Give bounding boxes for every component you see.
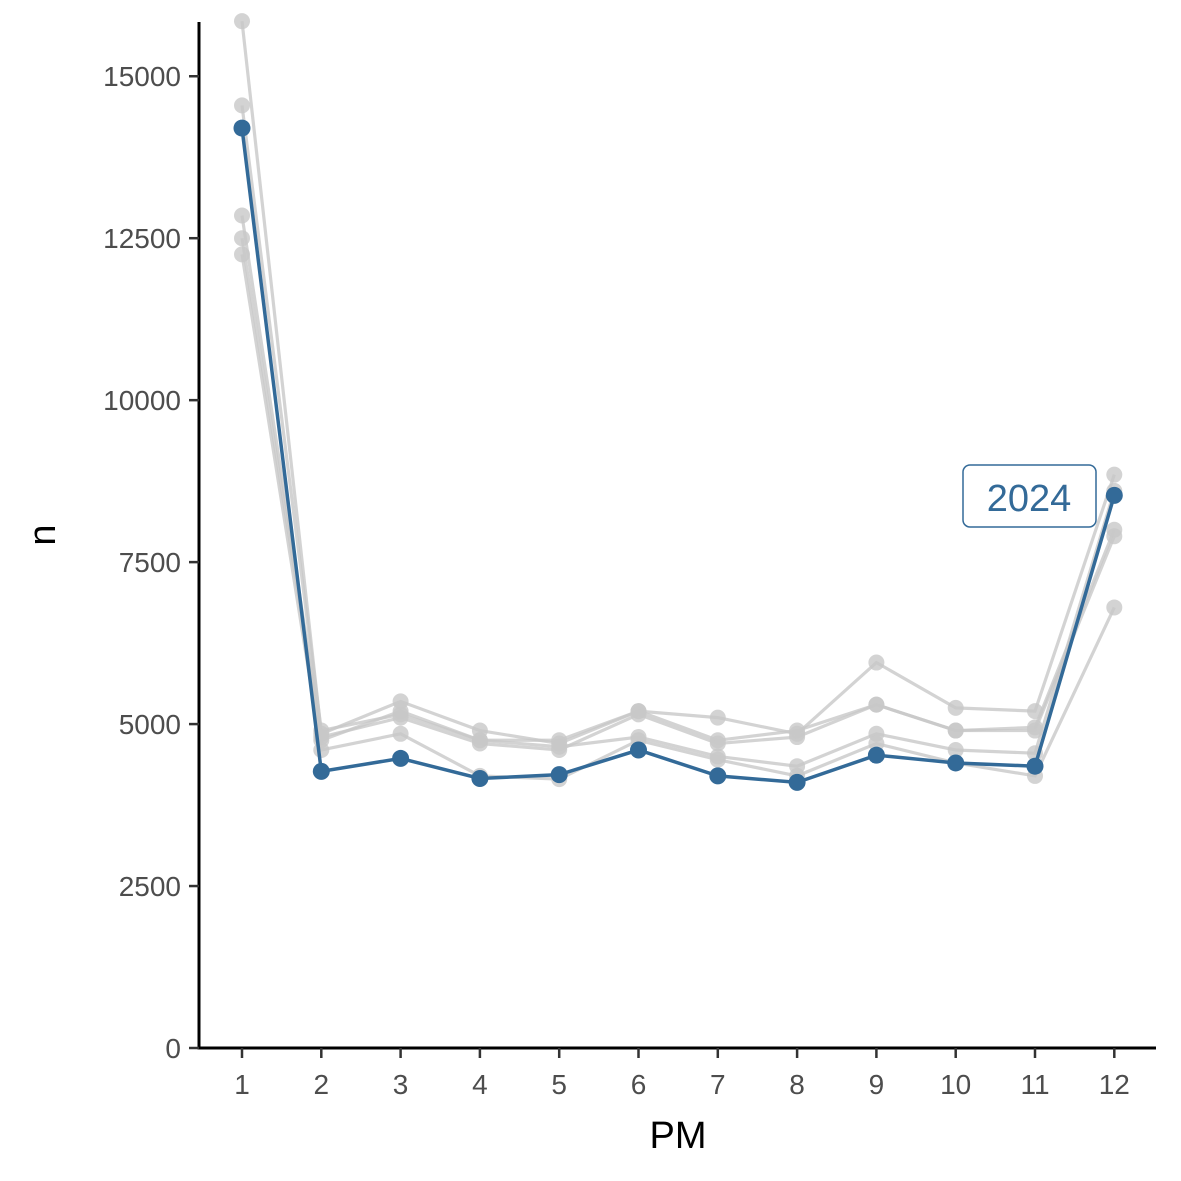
highlight-series-point-3 [392,749,410,767]
x-tick-label-2: 2 [314,1069,330,1100]
background-series-4-point-5 [551,738,568,755]
background-series-line-1 [240,20,1116,746]
series-label-text: 2024 [987,478,1072,520]
highlight-series-point-12 [1105,486,1123,504]
x-tick-label-4: 4 [472,1069,488,1100]
x-tick-label-5: 5 [551,1069,567,1100]
background-series-line-2 [240,105,1116,742]
highlight-series-group [233,119,1123,791]
y-tick-label-6: 12500 [103,223,181,254]
y-tick-label-2: 2500 [119,871,181,902]
background-series-3-point-1 [234,207,250,224]
background-series-5-point-7 [709,751,726,768]
y-tick-label-3: 5000 [119,709,181,740]
highlight-series-point-7 [709,767,727,785]
background-series-1-point-7 [709,709,726,726]
background-series-5-point-2 [313,741,330,758]
background-series-3-point-8 [789,729,806,746]
background-series-1-point-10 [947,699,964,716]
background-series-3-point-6 [630,706,647,723]
series-label-2024: 2024 [962,464,1097,528]
x-axis-title: PM [650,1115,707,1157]
background-series-5-point-9 [868,735,885,752]
highlight-series-point-9 [867,746,885,764]
x-tick-label-9: 9 [869,1069,885,1100]
x-ticks-group: 1 2 3 4 5 6 7 8 9 10 11 12 [234,1048,1130,1100]
series-label-box [962,464,1097,528]
highlight-series-point-11 [1026,757,1044,775]
background-series-3-point-10 [947,722,964,739]
x-tick-label-12: 12 [1099,1069,1130,1100]
background-series-5-point-3 [392,725,409,742]
axes-group [197,22,1156,1050]
x-tick-label-6: 6 [631,1069,647,1100]
background-series-3-point-7 [709,735,726,752]
x-tick-label-3: 3 [393,1069,409,1100]
highlight-series-point-6 [630,741,647,759]
background-series-3-point-12 [1106,528,1123,545]
background-series-2-point-1 [234,97,250,114]
background-series-4-point-4 [471,732,488,749]
background-series-group [234,13,1123,788]
highlight-series-point-5 [550,766,568,784]
y-axis-title: n [22,524,64,545]
background-series-4-point-10 [947,741,964,758]
highlight-series-point-8 [788,773,806,791]
background-series-3-point-9 [868,696,885,713]
highlight-series-line [240,127,1116,785]
y-tick-label-5: 10000 [103,385,181,416]
y-tick-label-7: 15000 [103,61,181,92]
background-series-4-point-3 [392,703,409,720]
background-series-5-point-12 [1106,599,1123,616]
background-series-line-3 [240,215,1116,752]
highlight-series-point-2 [312,762,330,780]
highlight-series-point-4 [471,769,489,787]
background-series-1-point-1 [234,13,250,30]
x-tick-label-1: 1 [234,1069,250,1100]
y-tick-label-4: 7500 [119,547,181,578]
y-tick-label-1: 0 [165,1033,181,1064]
highlight-series-point-1 [233,119,251,137]
background-series-1-point-9 [868,654,885,671]
y-ticks-group: 0 2500 5000 7500 10000 12500 15000 [103,61,199,1064]
x-tick-label-8: 8 [789,1069,805,1100]
background-series-1-point-12 [1106,466,1123,483]
background-series-line-4 [240,237,1116,768]
background-series-4-point-1 [234,230,250,247]
background-series-5-point-1 [234,246,250,263]
x-tick-label-10: 10 [940,1069,971,1100]
x-tick-label-7: 7 [710,1069,726,1100]
x-tick-label-11: 11 [1020,1069,1049,1100]
highlight-series-point-10 [947,754,965,772]
